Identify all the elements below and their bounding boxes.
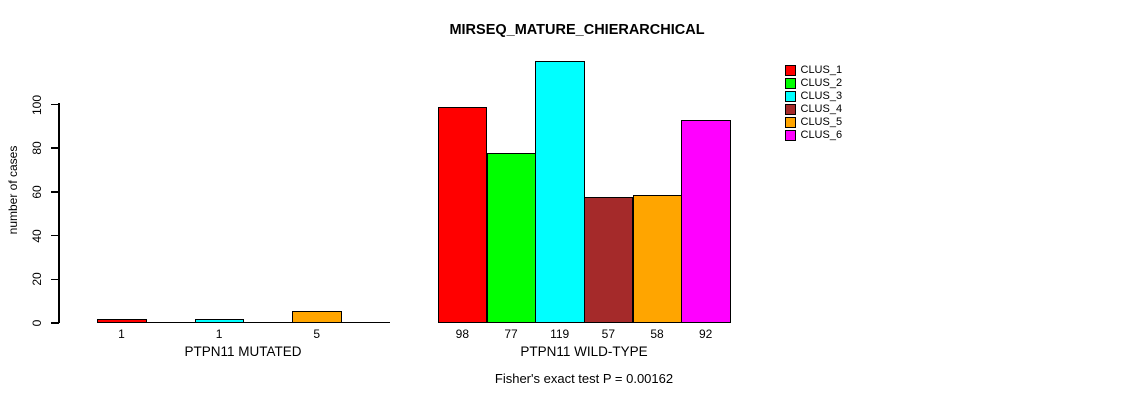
bar-clus_1 [97, 319, 147, 323]
bar-clus_1 [438, 107, 488, 323]
legend-item: CLUS_3 [785, 91, 842, 102]
bar-clus_3 [535, 61, 585, 323]
group-label-wildtype: PTPN11 WILD-TYPE [520, 344, 648, 359]
bar-clus_5 [632, 194, 683, 323]
chart-title: MIRSEQ_MATURE_CHIERARCHICAL [449, 22, 705, 38]
legend-swatch-icon [785, 65, 796, 76]
legend-swatch-icon [785, 78, 796, 89]
y-tick [51, 234, 59, 237]
y-tick [51, 322, 59, 324]
legend-item: CLUS_4 [785, 104, 842, 115]
y-tick-label: 60 [30, 185, 44, 199]
bar-value-label: 57 [601, 327, 616, 341]
bar-value-label: 119 [550, 327, 570, 341]
bar-value-label: 98 [455, 327, 469, 341]
bar-clus_4 [584, 196, 634, 323]
bar-clus_6 [681, 120, 731, 323]
y-tick-label: 20 [30, 272, 44, 286]
legend-label: CLUS_3 [800, 90, 843, 102]
bar-value-label: 92 [698, 327, 713, 341]
legend-label: CLUS_2 [800, 77, 843, 89]
legend-label: CLUS_5 [800, 116, 843, 128]
y-tick-label: 40 [30, 228, 44, 243]
legend-swatch-icon [785, 91, 796, 102]
bar-value-label: 77 [504, 327, 518, 341]
y-tick [51, 103, 59, 106]
y-tick [51, 147, 59, 149]
bar-clus_2 [486, 153, 537, 323]
bar-value-label: 5 [313, 327, 321, 341]
bar-value-label: 58 [650, 327, 664, 341]
legend-label: CLUS_1 [800, 64, 843, 76]
legend-swatch-icon [785, 104, 796, 115]
legend-label: CLUS_4 [800, 103, 843, 115]
legend: CLUS_1 CLUS_2 CLUS_3 CLUS_4 CLUS_5 CLUS_6 [785, 65, 842, 141]
y-tick [51, 191, 59, 193]
y-tick-label: 80 [30, 141, 44, 155]
y-axis-title: number of cases [6, 145, 20, 235]
bar-clus_5 [292, 310, 342, 323]
bar-value-label: 1 [118, 327, 125, 341]
legend-item: CLUS_2 [785, 78, 842, 89]
legend-swatch-icon [785, 130, 796, 141]
legend-item: CLUS_6 [785, 130, 842, 141]
group-label-mutated: PTPN11 MUTATED [184, 344, 302, 359]
fisher-test-footnote: Fisher's exact test P = 0.00162 [494, 371, 674, 386]
y-tick-label: 100 [30, 94, 44, 115]
legend-item: CLUS_1 [785, 65, 842, 76]
y-tick [51, 278, 59, 281]
bar-clus_3 [194, 319, 245, 323]
legend-label: CLUS_6 [800, 129, 843, 141]
y-tick-label: 0 [30, 319, 44, 327]
legend-swatch-icon [785, 117, 796, 128]
legend-item: CLUS_5 [785, 117, 842, 128]
bar-value-label: 1 [215, 327, 223, 341]
y-axis-line [58, 103, 60, 323]
